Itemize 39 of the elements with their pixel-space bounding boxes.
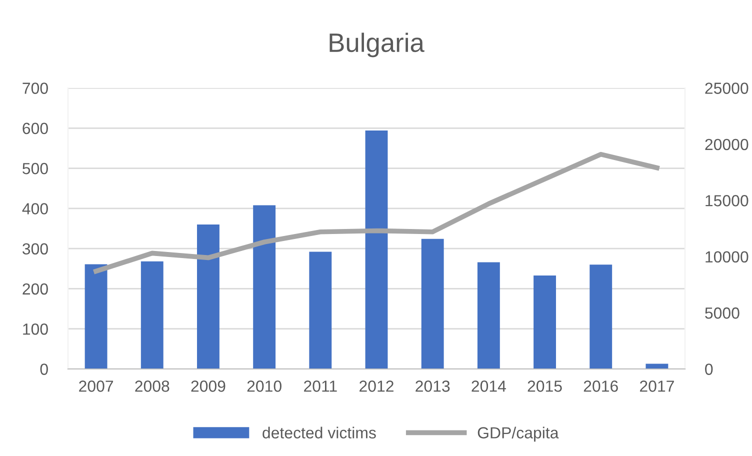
x-tick-label: 2017	[640, 380, 674, 392]
bar	[421, 238, 444, 369]
y-tick-label: 300	[22, 243, 48, 255]
y2-tick-label: 5000	[705, 307, 740, 319]
x-tick-label: 2015	[528, 380, 562, 392]
y-tick-label: 0	[40, 364, 48, 375]
y2-tick-label: 25000	[705, 82, 748, 94]
bar	[197, 224, 220, 369]
y-tick-label: 500	[22, 162, 48, 174]
y-tick-label: 200	[22, 283, 48, 295]
bar	[309, 252, 332, 369]
legend-label: detected victims	[262, 426, 376, 438]
bar	[477, 262, 500, 369]
chart-title: Bulgaria	[330, 32, 424, 58]
y2-tick-label: 0	[705, 364, 713, 375]
x-tick-label: 2013	[416, 380, 450, 392]
y-tick-label: 400	[22, 203, 48, 214]
y2-tick-label: 20000	[705, 138, 748, 150]
y-tick-label: 600	[22, 122, 48, 134]
x-tick-label: 2011	[304, 380, 337, 392]
bar	[365, 130, 388, 369]
y-tick-label: 100	[23, 323, 48, 335]
y-tick-label: 700	[22, 82, 48, 94]
x-tick-label: 2008	[135, 380, 170, 392]
x-tick-label: 2016	[584, 380, 618, 392]
y2-tick-label: 15000	[706, 195, 748, 206]
bar	[253, 205, 276, 369]
bar	[84, 264, 108, 369]
y2-tick-label: 10000	[706, 251, 748, 263]
x-tick-label: 2007	[79, 380, 114, 392]
legend-label: GDP/capita	[478, 426, 559, 442]
x-tick-label: 2010	[247, 380, 282, 392]
bar	[590, 264, 612, 369]
x-tick-label: 2014	[472, 380, 506, 392]
line-series	[94, 152, 660, 274]
x-tick-label: 2012	[360, 380, 394, 392]
bar	[534, 275, 556, 369]
bar	[140, 261, 164, 369]
x-tick-label: 2009	[191, 380, 226, 392]
